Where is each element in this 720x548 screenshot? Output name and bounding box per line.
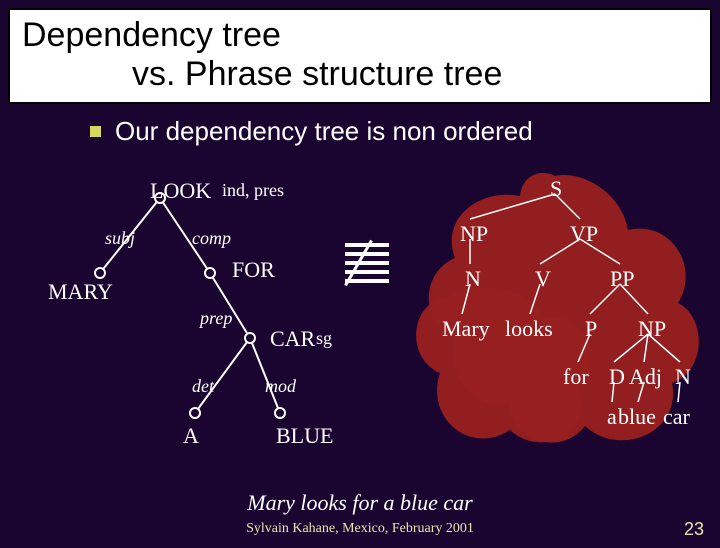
dep-node-blue: BLUE [276, 423, 333, 449]
footer-text: Sylvain Kahane, Mexico, February 2001 [0, 521, 720, 537]
ps-node-NP2: NP [638, 316, 666, 342]
dep-node-car: CAR [270, 326, 315, 352]
ps-node-a: a [607, 404, 617, 430]
ps-node-N1: N [465, 266, 481, 292]
dep-node-look: LOOK [150, 178, 211, 204]
title-box: Dependency tree vs. Phrase structure tre… [8, 8, 712, 104]
dep-node-mary: MARY [48, 279, 113, 305]
ps-node-PP: PP [610, 266, 634, 292]
dep-feat-look: ind, pres [222, 180, 284, 201]
dep-edge-prep: prep [200, 308, 232, 329]
ps-node-NP1: NP [460, 221, 488, 247]
dep-node-a: A [183, 423, 199, 449]
ps-node-Mary: Mary [442, 316, 490, 342]
ps-node-blue: blue [618, 404, 656, 430]
dep-edge-subj: subj [105, 228, 135, 249]
title-line-1: Dependency tree [22, 16, 698, 55]
not-equal-icon [345, 243, 389, 283]
example-sentence: Mary looks for a blue car [0, 490, 720, 516]
ps-node-Adj: Adj [629, 364, 662, 390]
diagram-area: subj comp prep det mod LOOK ind, pres MARY FOR CA… [0, 158, 720, 488]
dep-node-for: FOR [232, 257, 275, 283]
page-number: 23 [684, 519, 704, 540]
title-line-2: vs. Phrase structure tree [22, 55, 698, 94]
ps-node-for: for [563, 364, 589, 390]
ps-node-V: V [535, 266, 551, 292]
ps-node-N2: N [675, 364, 691, 390]
dep-edge-det: det [192, 376, 214, 397]
dep-edge-mod: mod [265, 376, 296, 397]
ps-node-looks: looks [505, 316, 553, 342]
bullet-icon [90, 126, 101, 137]
ps-node-P: P [585, 316, 597, 342]
subtitle-row: Our dependency tree is non ordered [0, 116, 720, 147]
dep-edge-comp: comp [192, 228, 231, 249]
ps-node-D: D [609, 364, 625, 390]
ps-node-car: car [663, 404, 690, 430]
ps-node-VP: VP [570, 221, 598, 247]
ps-node-S: S [550, 176, 562, 202]
dep-feat-car: sg [316, 328, 332, 349]
subtitle: Our dependency tree is non ordered [115, 116, 533, 147]
diagram-svg [0, 158, 720, 488]
